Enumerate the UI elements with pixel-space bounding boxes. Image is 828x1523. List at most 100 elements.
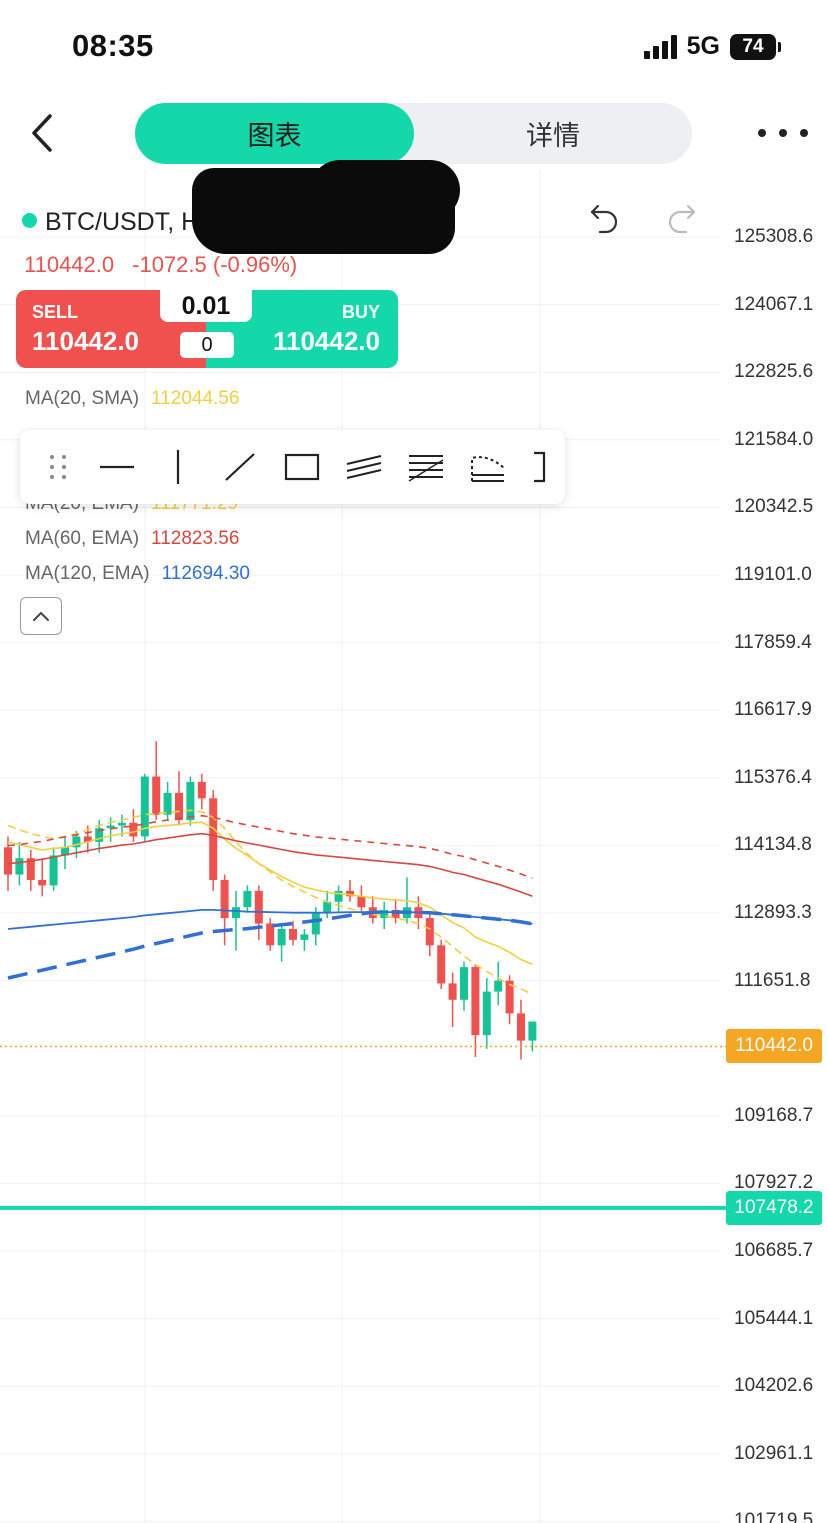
vertical-line-tool[interactable] — [158, 448, 198, 486]
more-dot-icon — [800, 129, 808, 137]
ma-name: MA(120, EMA) — [25, 563, 150, 584]
candle-up — [380, 909, 389, 919]
candle-up — [95, 828, 104, 842]
quote-row: 110442.0 -1072.5 (-0.96%) — [24, 252, 297, 278]
candle-up — [61, 847, 69, 856]
candle-up — [482, 991, 491, 1036]
sell-price: 110442.0 — [32, 326, 140, 356]
y-tick-label: 125308.6 — [734, 226, 814, 247]
candle-down — [175, 792, 183, 821]
bracket-tool[interactable] — [526, 448, 566, 486]
candle-up — [323, 901, 332, 913]
lot-size-input[interactable]: 0.01 — [160, 290, 252, 322]
fibonacci-tool[interactable] — [406, 448, 446, 486]
ma120-ema-line — [7, 909, 533, 930]
alert-price-tag[interactable]: 107478.2 — [726, 1190, 822, 1225]
buy-price: 110442.0 — [272, 326, 380, 356]
candle-down — [197, 781, 206, 799]
candle-down — [448, 983, 457, 1000]
candle-down — [391, 909, 400, 919]
candlestick-chart[interactable] — [0, 170, 828, 1523]
ma-legend-item[interactable]: MA(20, SMA) 112044.56 — [25, 388, 239, 410]
candle-up — [494, 980, 503, 992]
candle-up — [186, 781, 195, 821]
vertical-line-icon — [176, 450, 180, 484]
ma20-ema-line — [7, 821, 533, 966]
ma60-upper-band — [7, 814, 533, 880]
channel-tool[interactable] — [344, 448, 384, 486]
last-price: 110442.0 — [24, 252, 115, 277]
candle-down — [425, 918, 434, 946]
redo-button[interactable] — [664, 200, 698, 236]
chevron-left-icon — [32, 114, 52, 152]
signal-icon — [643, 34, 677, 59]
tab-details[interactable]: 详情 — [526, 121, 580, 152]
candle-down — [129, 822, 138, 837]
ma-name: MA(20, EMA) — [25, 503, 139, 515]
horizontal-line-icon — [100, 465, 134, 469]
spread-value: 0 — [180, 332, 234, 358]
y-tick-label: 104202.6 — [734, 1375, 814, 1397]
ma20-sma-line — [7, 809, 533, 996]
candle-up — [243, 890, 252, 908]
ma-legend-item[interactable]: MA(20, EMA) 111771.29 — [25, 503, 238, 515]
y-tick-label: 116617.9 — [734, 699, 812, 721]
trend-line-icon — [225, 453, 255, 481]
ma-legend-item[interactable]: MA(60, EMA) 112823.56 — [25, 528, 239, 550]
rectangle-tool[interactable] — [282, 448, 322, 486]
ma60-ema-line — [7, 832, 533, 898]
y-tick-label: 114134.8 — [734, 834, 812, 856]
drawing-toolbar — [20, 430, 565, 504]
candle-up — [232, 907, 240, 919]
ma-value: 112823.56 — [151, 528, 240, 549]
battery-icon: 74 — [730, 33, 781, 60]
battery-level: 74 — [742, 35, 764, 57]
y-tick-label: 119101.0 — [734, 564, 812, 585]
candle-up — [140, 776, 149, 837]
ma-value: 111771.29 — [151, 503, 238, 515]
candle-up — [460, 967, 468, 1000]
undo-button[interactable] — [588, 200, 622, 236]
tab-chart[interactable]: 图表 — [135, 103, 414, 164]
ma-value: 112694.30 — [161, 563, 250, 584]
drag-handle[interactable] — [38, 448, 78, 486]
candle-down — [517, 1013, 525, 1041]
ma-name: MA(60, EMA) — [25, 528, 140, 549]
y-tick-label: 106685.7 — [734, 1240, 814, 1262]
trend-line-tool[interactable] — [220, 448, 260, 486]
ma-legend-item[interactable]: MA(120, EMA) 112694.30 — [25, 563, 250, 585]
y-tick-label: 122825.6 — [734, 361, 814, 383]
undo-icon — [590, 204, 618, 234]
ma-value: 112044.56 — [151, 388, 240, 409]
status-time: 08:35 — [72, 28, 154, 63]
y-tick-label: 121584.0 — [734, 428, 814, 450]
more-dot-icon — [779, 129, 787, 137]
candle-down — [505, 980, 514, 1014]
back-button[interactable] — [22, 108, 66, 158]
buy-label: BUY — [341, 302, 380, 322]
fan-tool[interactable] — [468, 448, 508, 486]
fan-icon — [471, 456, 505, 482]
sell-label: SELL — [32, 302, 79, 322]
more-button[interactable] — [758, 118, 808, 148]
network-type: 5G — [686, 32, 720, 60]
candle-down — [83, 836, 92, 842]
candle-up — [118, 822, 126, 826]
candle-up — [49, 855, 58, 886]
redo-icon — [668, 204, 696, 234]
view-switcher: 图表 详情 — [135, 103, 692, 164]
y-tick-label: 111651.8 — [734, 969, 811, 991]
y-tick-label: 115376.4 — [734, 766, 812, 788]
collapse-legend-button[interactable] — [20, 597, 62, 635]
candle-down — [357, 896, 366, 908]
y-tick-label: 101719.5 — [734, 1510, 814, 1523]
status-indicators: 5G 74 — [643, 32, 781, 61]
candle-up — [334, 890, 343, 902]
y-tick-label: 120342.5 — [734, 496, 814, 518]
horizontal-line-tool[interactable] — [97, 448, 137, 486]
candle-up — [277, 928, 286, 946]
live-dot-icon — [22, 212, 37, 228]
redaction-mark — [310, 160, 460, 220]
ma-name: MA(20, SMA) — [25, 388, 140, 409]
drag-handle-icon — [50, 455, 66, 479]
